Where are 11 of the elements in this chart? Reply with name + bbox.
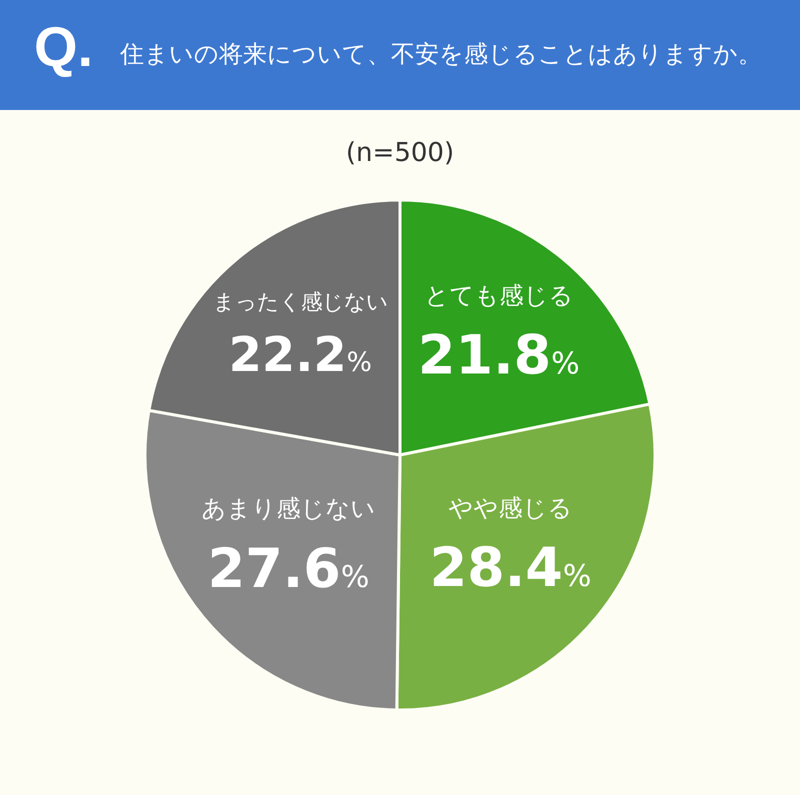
data-label: 22.2% xyxy=(228,328,372,384)
data-label: 21.8% xyxy=(418,324,580,387)
data-label: 27.6% xyxy=(208,536,370,600)
slice-label: とても感じる xyxy=(424,281,574,310)
slice-label: あまり感じない xyxy=(202,494,376,523)
chart-subtitle: (n=500) xyxy=(344,138,456,168)
chart-title: 住まいの将来について、不安を感じることはありますか。 xyxy=(120,39,762,70)
slice-label: まったく感じない xyxy=(212,290,388,315)
data-label: 28.4% xyxy=(430,536,592,599)
slice-label: やや感じる xyxy=(448,494,572,522)
text: Q. xyxy=(34,14,94,79)
